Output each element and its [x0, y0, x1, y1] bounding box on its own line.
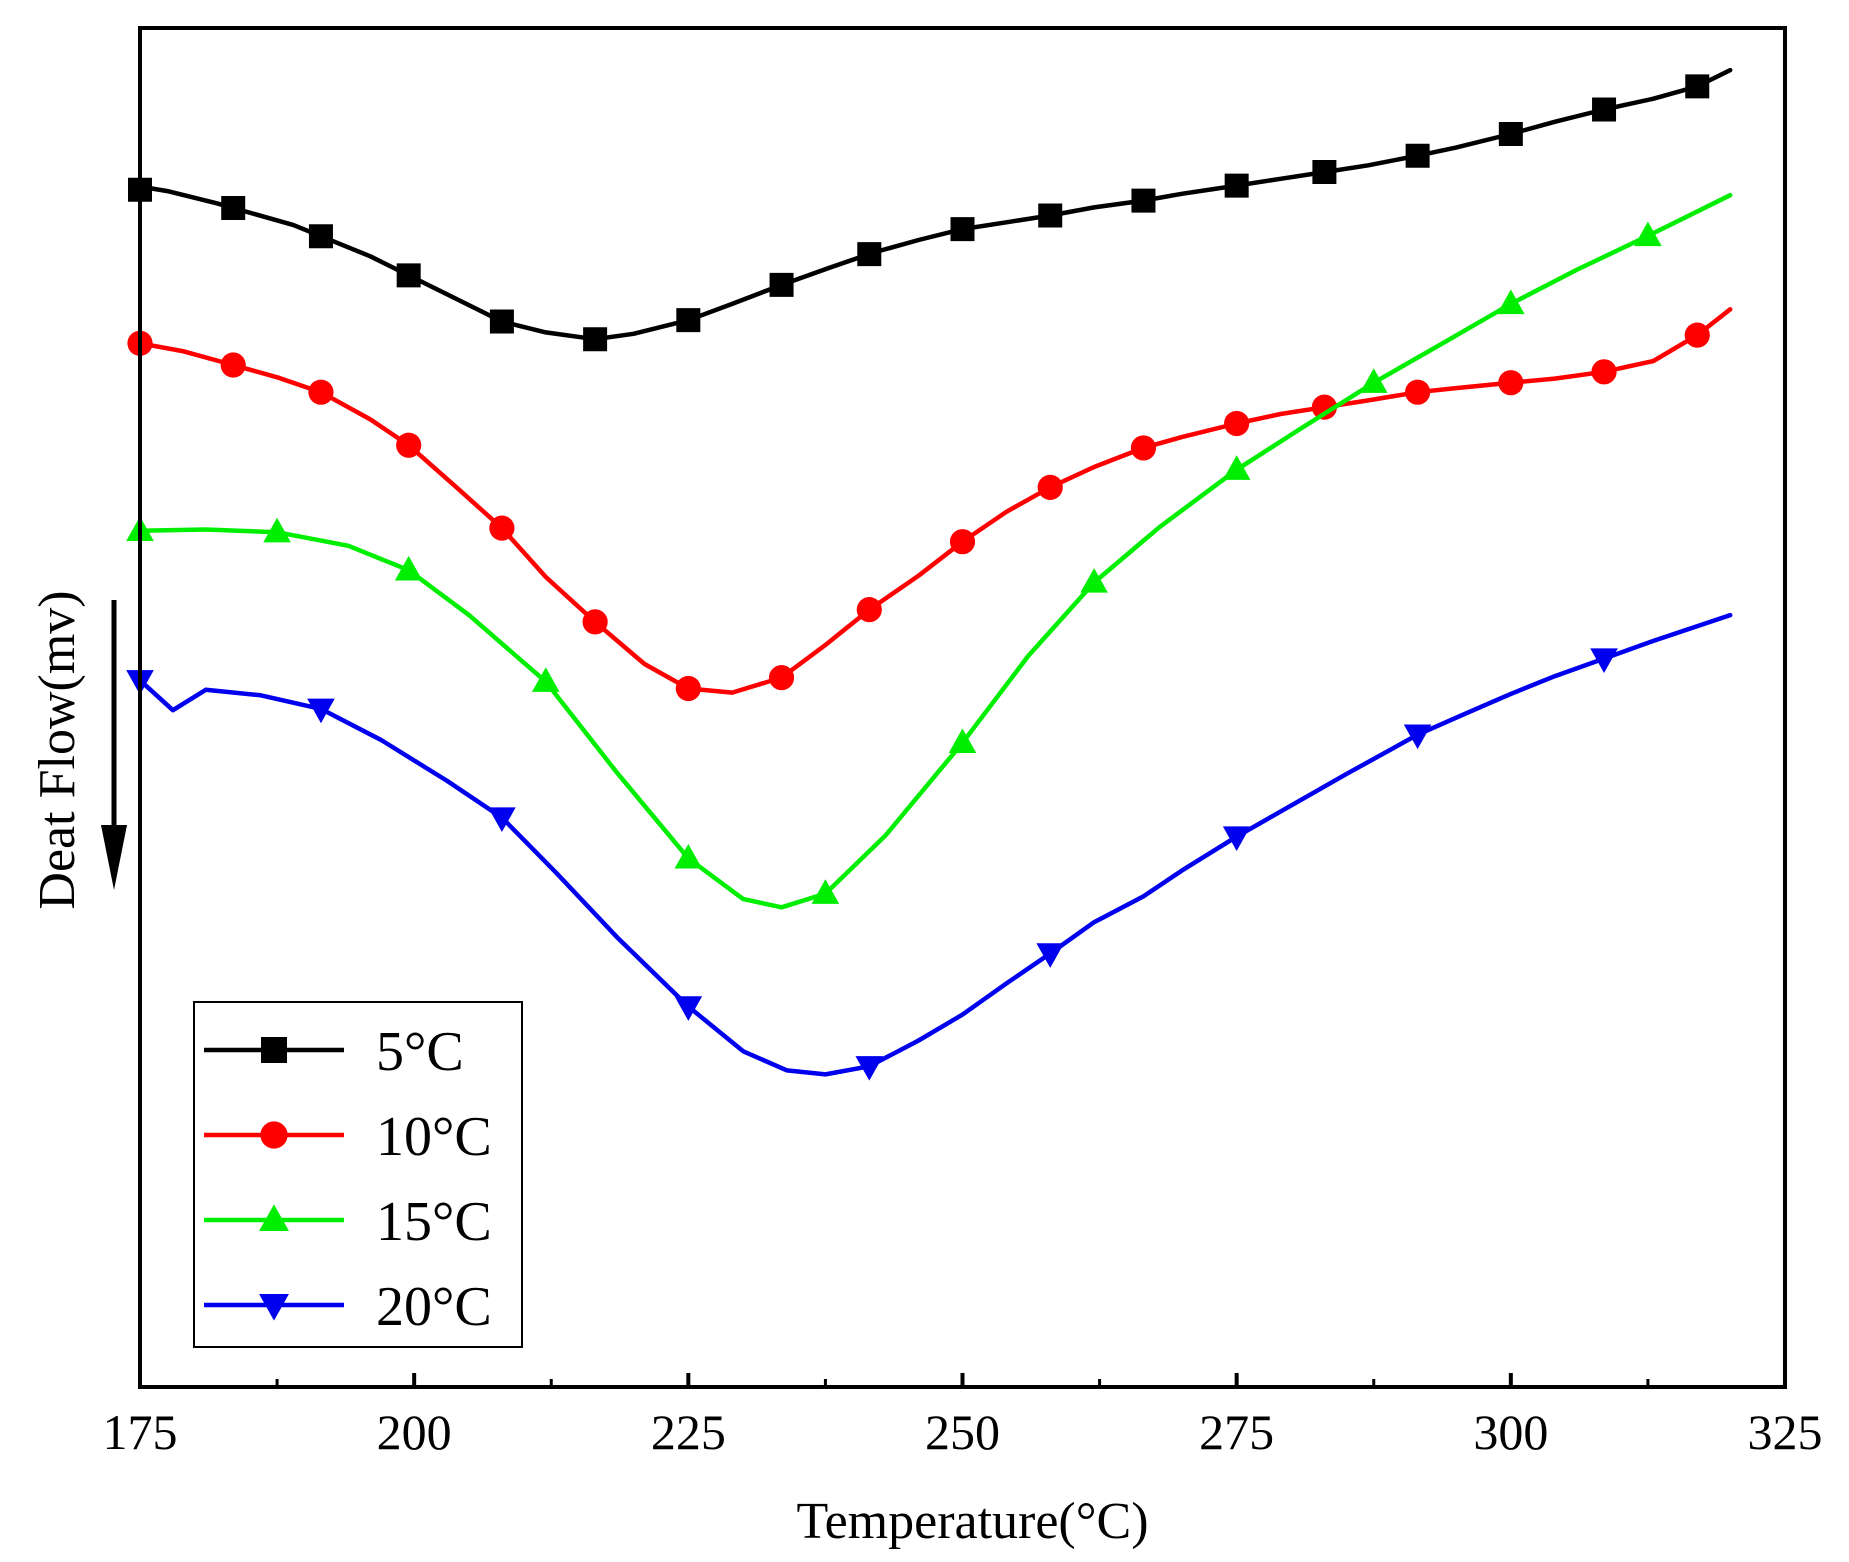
data-point-marker: [583, 327, 608, 352]
legend: 5°C 10°C 15°C 20°C: [193, 1001, 523, 1348]
data-point-marker: [674, 996, 703, 1021]
x-tick-label: 300: [1473, 1404, 1548, 1460]
data-point-marker: [1222, 826, 1251, 852]
legend-label: 15°C: [376, 1191, 492, 1253]
legend-label: 5°C: [376, 1021, 464, 1083]
data-point-marker: [1634, 221, 1662, 247]
data-point-marker: [1036, 943, 1065, 968]
data-point-marker: [1405, 143, 1430, 168]
series-5Cc: [128, 67, 1733, 352]
data-point-marker: [1359, 368, 1388, 393]
data-point-marker: [489, 515, 515, 541]
data-point-marker: [1405, 379, 1431, 405]
x-tick-label: 225: [651, 1404, 726, 1460]
data-point-marker: [531, 667, 560, 692]
legend-label: 20°C: [376, 1276, 492, 1338]
data-point-marker: [1684, 322, 1710, 348]
data-point-marker: [1685, 74, 1710, 99]
series-line: [137, 612, 1733, 1077]
data-point-marker: [307, 698, 335, 724]
data-point-marker: [263, 517, 291, 543]
plot-series-group: [126, 67, 1733, 1081]
data-point-marker: [1592, 97, 1617, 122]
data-point-marker: [1038, 203, 1063, 228]
data-point-marker: [856, 597, 882, 623]
data-point-marker: [394, 555, 423, 581]
data-point-marker: [220, 352, 246, 378]
x-tick-label: 325: [1748, 1404, 1823, 1460]
data-point-marker: [1590, 648, 1618, 673]
data-point-marker: [1312, 160, 1337, 185]
y-axis-title: Deat Flow(mv): [29, 590, 86, 909]
data-point-marker: [769, 272, 794, 297]
data-point-marker: [1224, 410, 1250, 437]
data-point-marker: [396, 432, 422, 458]
data-point-marker: [675, 675, 701, 702]
legend-label: 10°C: [376, 1106, 492, 1168]
data-point-marker: [1080, 568, 1108, 593]
x-axis: 175 200 225 250 275 300 325: [103, 1373, 1823, 1460]
data-point-marker: [768, 665, 795, 691]
legend-item: 20°C: [204, 1276, 492, 1338]
series-10Cc: [127, 307, 1733, 702]
legend-item: 5°C: [204, 1021, 464, 1083]
data-point-marker: [396, 263, 421, 288]
data-point-marker: [948, 728, 977, 754]
data-point-marker: [1497, 289, 1525, 315]
data-point-marker: [676, 308, 701, 333]
legend-item: 10°C: [204, 1106, 492, 1168]
data-point-marker: [221, 195, 246, 220]
data-point-marker: [1591, 359, 1617, 385]
data-point-marker: [1498, 370, 1524, 396]
data-point-marker: [1311, 394, 1337, 420]
legend-marker: [260, 1121, 288, 1149]
data-point-marker: [1224, 173, 1249, 198]
legend-marker: [261, 1037, 287, 1063]
legend-item: 15°C: [204, 1191, 492, 1253]
data-point-marker: [949, 529, 976, 555]
data-point-marker: [1403, 724, 1432, 750]
series-15Cc: [126, 192, 1733, 910]
data-point-marker: [1037, 474, 1063, 500]
legend-marker: [259, 1204, 289, 1232]
data-point-marker: [1498, 122, 1523, 147]
data-point-marker: [811, 879, 840, 904]
data-point-marker: [489, 309, 514, 334]
y-axis-arrow-icon: [101, 600, 127, 890]
x-tick-label: 275: [1199, 1404, 1274, 1460]
data-point-marker: [950, 217, 975, 242]
data-point-marker: [308, 379, 334, 405]
data-point-marker: [582, 609, 608, 635]
legend-marker: [259, 1293, 289, 1321]
data-point-marker: [674, 843, 703, 869]
legend-box: [193, 1001, 523, 1348]
x-tick-label: 175: [103, 1404, 178, 1460]
data-point-marker: [855, 1056, 884, 1081]
data-point-marker: [1131, 188, 1156, 213]
data-point-marker: [488, 807, 516, 832]
data-point-marker: [1130, 435, 1157, 461]
data-point-marker: [308, 224, 333, 249]
data-point-marker: [857, 242, 882, 267]
x-axis-title: Temperature(°C): [796, 1493, 1148, 1550]
x-tick-label: 200: [377, 1404, 452, 1460]
x-tick-label: 250: [925, 1404, 1000, 1460]
data-point-marker: [1222, 455, 1251, 480]
